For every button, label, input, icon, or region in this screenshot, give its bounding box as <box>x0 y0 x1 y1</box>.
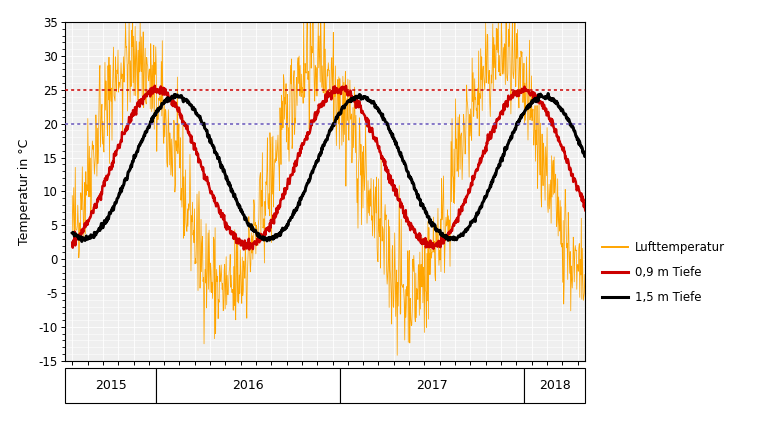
FancyBboxPatch shape <box>524 368 585 403</box>
Legend: Lufttemperatur, 0,9 m Tiefe, 1,5 m Tiefe: Lufttemperatur, 0,9 m Tiefe, 1,5 m Tiefe <box>602 242 725 304</box>
Text: 2016: 2016 <box>233 378 264 392</box>
FancyBboxPatch shape <box>157 368 340 403</box>
Text: 2015: 2015 <box>95 378 126 392</box>
Y-axis label: Temperatur in °C: Temperatur in °C <box>18 138 31 245</box>
Text: 2018: 2018 <box>539 378 571 392</box>
FancyBboxPatch shape <box>65 368 157 403</box>
FancyBboxPatch shape <box>340 368 524 403</box>
Text: 2017: 2017 <box>416 378 448 392</box>
